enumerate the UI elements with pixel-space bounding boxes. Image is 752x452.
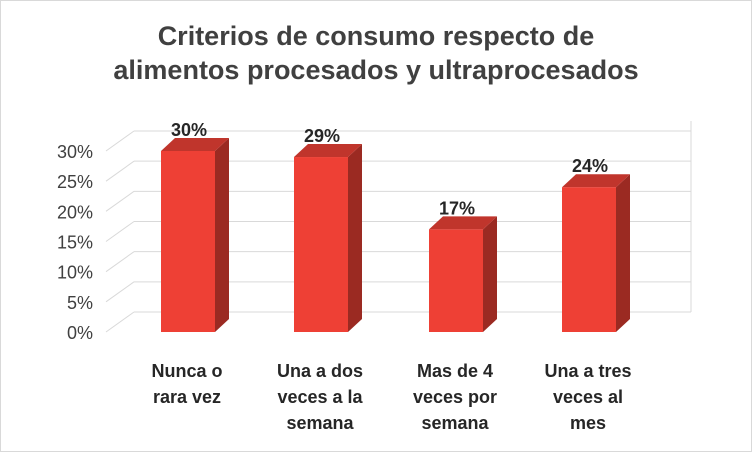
x-category-label: Una a tres xyxy=(544,361,631,381)
y-tick-label: 30% xyxy=(57,142,93,162)
bar xyxy=(161,151,215,332)
bar xyxy=(294,157,348,332)
gridline-diagonal xyxy=(105,190,135,212)
gridline-diagonal xyxy=(105,130,135,152)
bar-top xyxy=(429,216,497,230)
gridline-diagonal xyxy=(105,281,135,303)
gridline-diagonal xyxy=(105,311,135,333)
bar-top xyxy=(562,174,630,188)
y-tick-label: 20% xyxy=(57,202,93,222)
x-category-label: rara vez xyxy=(153,387,221,407)
x-category-label: Mas de 4 xyxy=(417,361,493,381)
bar-side xyxy=(348,144,362,332)
y-tick-label: 5% xyxy=(67,293,93,313)
x-category-label: mes xyxy=(570,413,606,433)
bar-top xyxy=(294,144,362,158)
bar-side xyxy=(483,216,497,332)
y-tick-label: 10% xyxy=(57,263,93,283)
bar-side xyxy=(616,174,630,332)
bar xyxy=(562,187,616,332)
x-category-label: Una a dos xyxy=(277,361,363,381)
gridline-diagonal xyxy=(105,221,135,242)
x-category-label: Nunca o xyxy=(151,361,222,381)
gridline-diagonal xyxy=(105,251,135,273)
y-tick-label: 25% xyxy=(57,172,93,192)
data-label: 30% xyxy=(171,120,207,140)
bar-top xyxy=(161,138,229,151)
x-category-label: veces por xyxy=(413,387,497,407)
bar-side xyxy=(215,138,229,332)
chart-title: Criterios de consumo respecto de aliment… xyxy=(1,19,751,87)
x-category-label: semana xyxy=(286,413,354,433)
x-category-label: veces a la xyxy=(277,387,363,407)
data-label: 17% xyxy=(439,198,475,218)
x-category-label: veces al xyxy=(553,387,623,407)
x-category-label: semana xyxy=(421,413,489,433)
gridline-diagonal xyxy=(105,160,135,182)
y-tick-label: 15% xyxy=(57,233,93,253)
chart-title-line-2: alimentos procesados y ultraprocesados xyxy=(113,55,639,85)
chart-title-line-1: Criterios de consumo respecto de xyxy=(157,21,595,51)
data-label: 24% xyxy=(572,156,608,176)
y-tick-label: 0% xyxy=(67,323,93,343)
bar xyxy=(429,229,483,332)
data-label: 29% xyxy=(304,126,340,146)
